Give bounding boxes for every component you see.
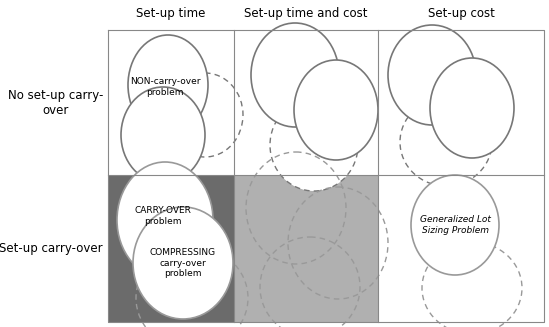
- Bar: [234, 175, 378, 322]
- Text: Set-up time and cost: Set-up time and cost: [244, 7, 368, 20]
- Text: NON-carry-over
problem: NON-carry-over problem: [130, 77, 200, 97]
- Text: CARRY-OVER
problem: CARRY-OVER problem: [135, 206, 192, 226]
- Text: Generalized Lot
Sizing Problem: Generalized Lot Sizing Problem: [419, 215, 490, 235]
- Ellipse shape: [270, 99, 358, 191]
- Ellipse shape: [133, 207, 233, 319]
- Ellipse shape: [117, 162, 213, 278]
- Ellipse shape: [294, 60, 378, 160]
- Ellipse shape: [251, 23, 339, 127]
- Ellipse shape: [121, 87, 205, 183]
- Text: Set-up cost: Set-up cost: [428, 7, 495, 20]
- Bar: [108, 30, 234, 175]
- Text: No set-up carry-
over: No set-up carry- over: [8, 89, 103, 116]
- Ellipse shape: [411, 175, 499, 275]
- Text: Set-up carry-over: Set-up carry-over: [0, 242, 103, 255]
- Ellipse shape: [388, 25, 476, 125]
- Bar: [234, 30, 378, 175]
- Bar: [378, 175, 544, 322]
- Text: Set-up time: Set-up time: [136, 7, 206, 20]
- Ellipse shape: [400, 98, 492, 186]
- Text: COMPRESSING
carry-over
problem: COMPRESSING carry-over problem: [150, 248, 216, 278]
- Bar: [378, 30, 544, 175]
- Ellipse shape: [167, 73, 243, 157]
- Bar: [108, 175, 234, 322]
- Ellipse shape: [430, 58, 514, 158]
- Ellipse shape: [128, 35, 208, 135]
